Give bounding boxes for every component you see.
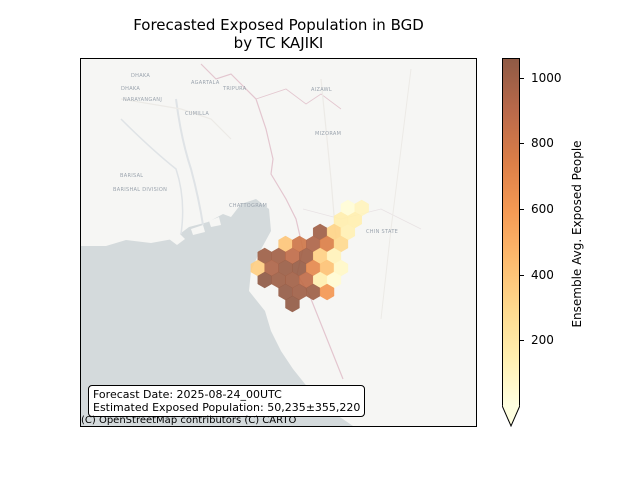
hexbin-cell [285,295,300,313]
map-label-tripura: TRIPURA [223,86,247,92]
road [120,98,232,140]
map-label-mizoram: MIZORAM [315,131,342,137]
map-label-comilla: CUMILLA [185,111,210,117]
state-border [255,88,342,110]
exposed-population-text: Estimated Exposed Population: 50,235±355… [93,401,361,414]
colorbar-tick-label: 200 [531,333,554,347]
chart-title-line-2: by TC KAJIKI [233,34,324,52]
colorbar-tick [520,143,524,144]
road [380,68,412,320]
river [120,118,184,235]
chart-title: Forecasted Exposed Population in BGD by … [80,16,477,52]
hexbin-cell [319,283,335,301]
colorbar-tick [520,340,524,341]
colorbar-tick [520,209,524,210]
map-label-aizawl: AIZAWL [311,87,332,93]
hexbin-layer [250,199,369,313]
colorbar-tick-label: 800 [531,136,554,150]
map-attribution: (C) OpenStreetMap contributors (C) CARTO [81,415,297,426]
colorbar [502,58,520,406]
forecast-info-box: Forecast Date: 2025-08-24_00UTC Estimate… [88,385,366,417]
colorbar-label: Ensemble Avg. Exposed People [570,140,584,328]
map-label-barishal-division: BARISHAL DIVISION [113,187,168,193]
river [175,98,204,226]
colorbar-tick-label: 600 [531,202,554,216]
colorbar-min-extension [502,405,520,427]
delta-island [169,233,185,245]
map-label-agartala: AGARTALA [191,80,220,86]
colorbar-tick [520,78,524,79]
map-label-narayanganj: NARAYANGANJ [123,97,163,103]
map-label-dhaka-area: DHAKA [131,73,151,79]
road [320,78,337,240]
map-label-chattogram: CHATTOGRAM [229,203,268,209]
map-panel[interactable]: DHAKA DHAKA NARAYANGANJ CUMILLA AGARTALA… [80,58,477,427]
delta-island [191,225,205,235]
forecast-date-text: Forecast Date: 2025-08-24_00UTC [93,388,282,401]
colorbar-tick-label: 400 [531,268,554,282]
delta-island [209,217,221,227]
map-label-chin-state: CHIN STATE [366,229,399,235]
colorbar-tick-label: 1000 [531,71,562,85]
country-border [200,63,344,380]
colorbar-tick [520,275,524,276]
chart-title-line-1: Forecasted Exposed Population in BGD [133,16,424,34]
map-label-dhaka: DHAKA [121,86,141,92]
bay-of-bengal [81,199,354,426]
basemap [81,63,422,426]
map-label-barisal: BARISAL [120,173,144,179]
